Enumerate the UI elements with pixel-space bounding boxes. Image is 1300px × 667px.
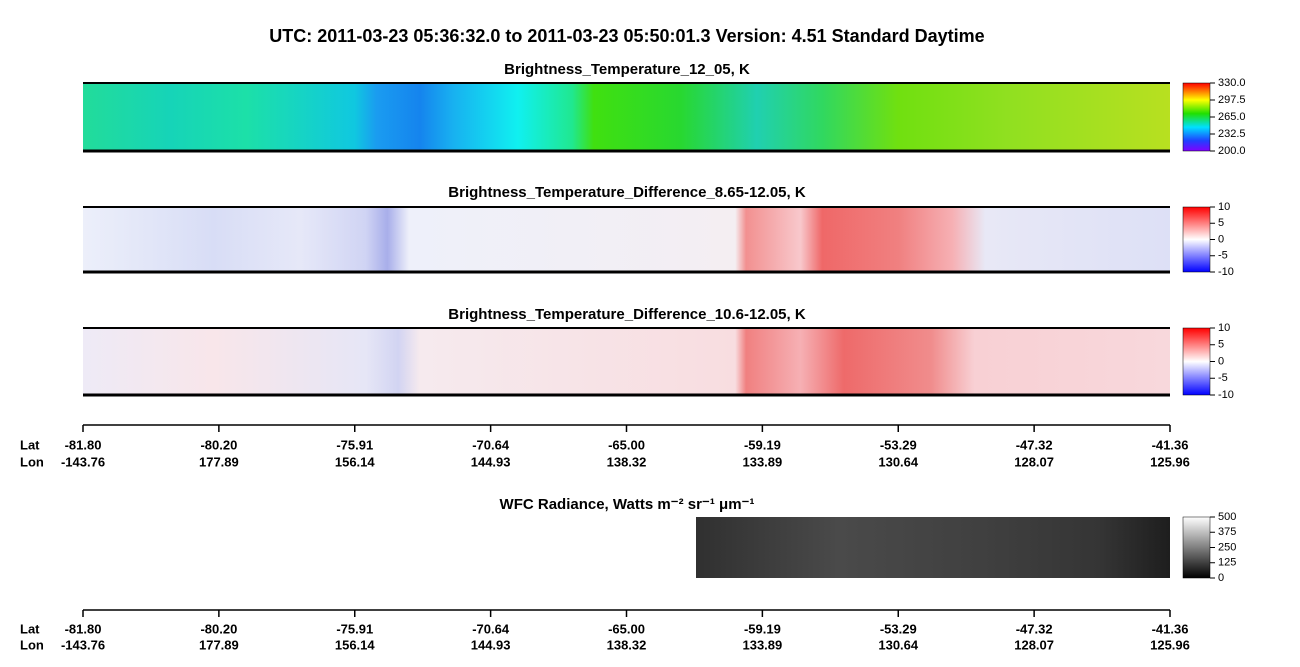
heatmap (696, 517, 1170, 578)
axis-label: Lon (20, 637, 44, 652)
colorbar (1182, 327, 1211, 396)
lon-tick-label: 177.89 (199, 637, 239, 652)
lon-tick-label: 144.93 (471, 454, 511, 469)
colorbar-tick-label: 297.5 (1218, 94, 1246, 106)
lon-tick-label: 125.96 (1150, 454, 1190, 469)
colorbar-tick-label: 200.0 (1218, 145, 1246, 157)
lat-tick-label: -70.64 (472, 621, 510, 636)
panel-title: Brightness_Temperature_Difference_8.65-1… (448, 184, 806, 201)
lon-tick-label: 138.32 (607, 637, 647, 652)
lon-tick-label: 128.07 (1014, 637, 1054, 652)
colorbar-tick-label: 250 (1218, 541, 1236, 553)
lon-tick-label: 130.64 (878, 454, 919, 469)
colorbar-tick-label: 265.0 (1218, 111, 1246, 123)
panel-title: Brightness_Temperature_12_05, K (504, 61, 750, 78)
colorbar (1182, 82, 1211, 152)
lon-tick-label: 144.93 (471, 637, 511, 652)
lat-tick-label: -53.29 (880, 621, 917, 636)
lat-tick-label: -53.29 (880, 437, 917, 452)
colorbar-tick-label: -10 (1218, 389, 1234, 401)
lat-tick-label: -81.80 (65, 437, 102, 452)
colorbar-tick-label: 10 (1218, 201, 1230, 213)
colorbar-tick-label: -10 (1218, 266, 1234, 278)
lat-tick-label: -75.91 (336, 621, 373, 636)
axis-label: Lat (20, 621, 40, 636)
lon-tick-label: 177.89 (199, 454, 239, 469)
heatmap (83, 207, 1170, 272)
colorbar-tick-label: 0 (1218, 572, 1224, 584)
colorbar-tick-label: -5 (1218, 372, 1228, 384)
colorbar-tick-label: 125 (1218, 557, 1236, 569)
lon-tick-label: 138.32 (607, 454, 647, 469)
lat-tick-label: -65.00 (608, 621, 645, 636)
lon-tick-label: 133.89 (742, 637, 782, 652)
lat-tick-label: -41.36 (1152, 437, 1189, 452)
lat-tick-label: -70.64 (472, 437, 510, 452)
colorbar-tick-label: 5 (1218, 339, 1224, 351)
colorbar-tick-label: 0 (1218, 233, 1224, 245)
lon-tick-label: 156.14 (335, 637, 376, 652)
axis-label: Lon (20, 454, 44, 469)
lat-tick-label: -59.19 (744, 437, 781, 452)
lon-tick-label: -143.76 (61, 637, 105, 652)
lon-tick-label: 125.96 (1150, 637, 1190, 652)
lon-tick-label: 128.07 (1014, 454, 1054, 469)
image-strips (83, 82, 1170, 578)
colorbar-tick-label: 10 (1218, 322, 1230, 334)
colorbar-tick-label: 375 (1218, 526, 1236, 538)
axis-label: Lat (20, 437, 40, 452)
colorbar-tick-label: -5 (1218, 250, 1228, 262)
colorbar (1182, 516, 1211, 579)
lat-tick-label: -41.36 (1152, 621, 1189, 636)
page-title: UTC: 2011-03-23 05:36:32.0 to 2011-03-23… (269, 26, 984, 46)
lat-tick-label: -59.19 (744, 621, 781, 636)
colorbar-tick-label: 5 (1218, 217, 1224, 229)
lat-tick-label: -75.91 (336, 437, 373, 452)
lat-tick-label: -47.32 (1016, 621, 1053, 636)
panel-title: WFC Radiance, Watts m⁻² sr⁻¹ μm⁻¹ (500, 496, 755, 513)
lon-tick-label: 133.89 (742, 454, 782, 469)
lon-tick-label: -143.76 (61, 454, 105, 469)
colorbar-tick-label: 330.0 (1218, 77, 1246, 89)
colorbar-tick-label: 500 (1218, 511, 1236, 523)
strip-borders (83, 82, 1170, 397)
colorbar-tick-label: 0 (1218, 355, 1224, 367)
panel-title: Brightness_Temperature_Difference_10.6-1… (448, 306, 806, 323)
lat-tick-label: -81.80 (65, 621, 102, 636)
lat-tick-label: -65.00 (608, 437, 645, 452)
colorbar-tick-label: 232.5 (1218, 128, 1246, 140)
lat-tick-label: -80.20 (200, 437, 237, 452)
lat-tick-label: -80.20 (200, 621, 237, 636)
heatmap (83, 83, 1170, 151)
lon-tick-label: 130.64 (878, 637, 919, 652)
lon-tick-label: 156.14 (335, 454, 376, 469)
heatmap (83, 328, 1170, 395)
lat-tick-label: -47.32 (1016, 437, 1053, 452)
colorbar (1182, 206, 1211, 273)
